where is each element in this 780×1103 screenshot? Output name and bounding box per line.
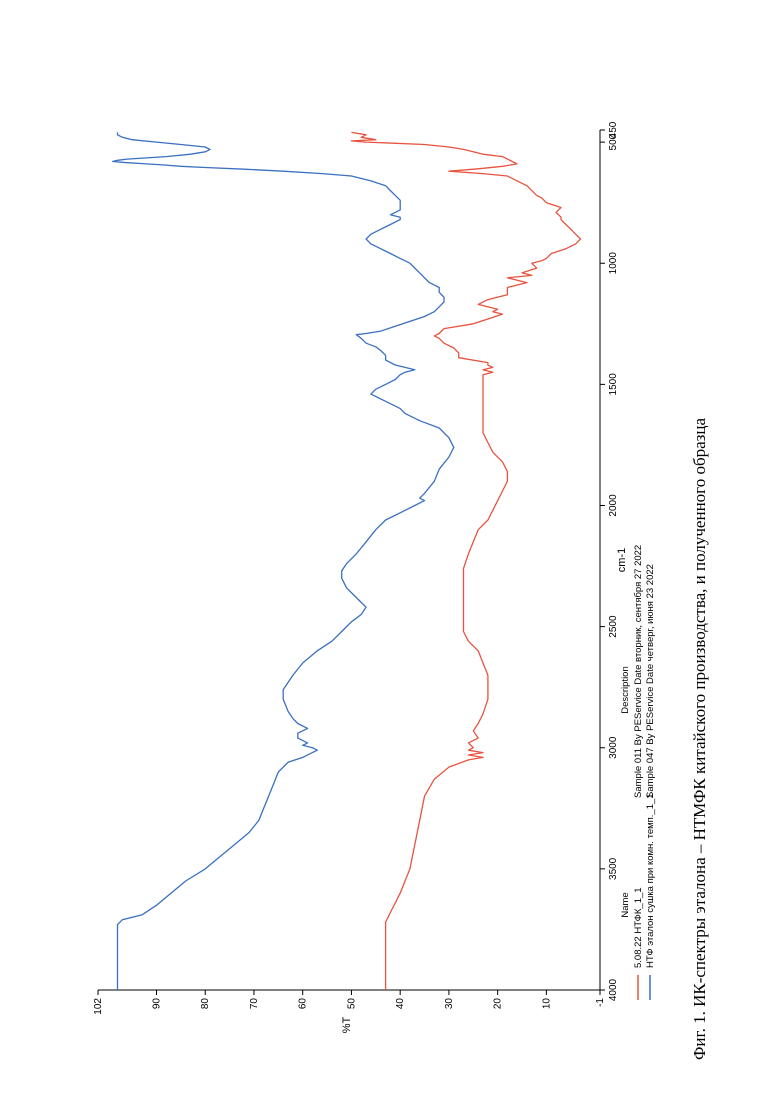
x-axis-title: cm-1 [616,548,628,572]
x-tick-label: 3000 [608,736,619,759]
y-tick-label: 20 [493,998,504,1010]
plot-area: 102 90 80 70 60 50 40 30 20 10 -14000 3500 3000 2500 2… [93,121,628,1033]
y-tick-label: 80 [200,998,211,1010]
legend-series-description-2: Sample 047 By PEService Date четверг, ию… [645,564,656,798]
x-tick-label: 4000 [608,978,619,1001]
figure-caption: Фиг. 1. ИК-спектры эталона – НТМФК китай… [690,418,709,1060]
y-tick-label: -1 [595,998,606,1007]
y-tick-label: 30 [444,998,455,1010]
y-tick-label: 50 [346,998,357,1010]
x-tick-label: 2000 [608,494,619,517]
y-tick-label: 60 [298,998,309,1010]
x-tick-label: 1500 [608,373,619,396]
x-tick-label: 450 [608,121,619,138]
x-tick-label: 2500 [608,615,619,638]
legend-series-name-1: 5.08.22 НТФК_1_1 [633,887,644,968]
y-axis-title: %T [341,1016,353,1033]
series-line-2 [113,132,454,990]
x-tick-label: 1000 [608,252,619,275]
legend-series-name-2: НТФ эталон сушка при комн. темп._1_1 [645,793,656,968]
series-line-1 [351,132,580,990]
y-tick-label: 102 [93,998,104,1015]
x-tick-label: 3500 [608,857,619,880]
y-tick-label: 90 [151,998,162,1010]
legend-series-description-1: Sample 011 By PEService Date вторник, се… [633,545,644,798]
y-tick-label: 10 [541,998,552,1010]
legend-description-header: Description [620,666,631,714]
legend-name-header: Name [620,892,631,917]
y-tick-label: 70 [249,998,260,1010]
legend: Name Description 5.08.22 НТФК_1_1 Sample 01… [620,545,656,1000]
y-tick-label: 40 [395,998,406,1010]
